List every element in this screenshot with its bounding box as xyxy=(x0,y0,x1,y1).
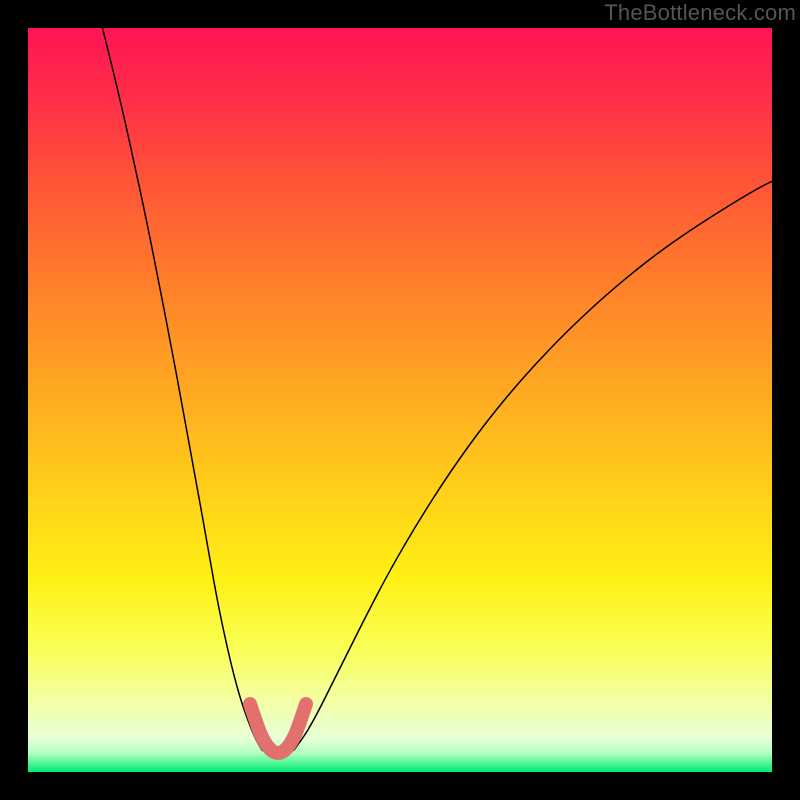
plot-area xyxy=(28,28,772,772)
chart-container: TheBottleneck.com xyxy=(0,0,800,800)
gradient-background xyxy=(28,28,772,772)
gradient-chart xyxy=(28,28,772,772)
watermark-text: TheBottleneck.com xyxy=(604,0,796,26)
